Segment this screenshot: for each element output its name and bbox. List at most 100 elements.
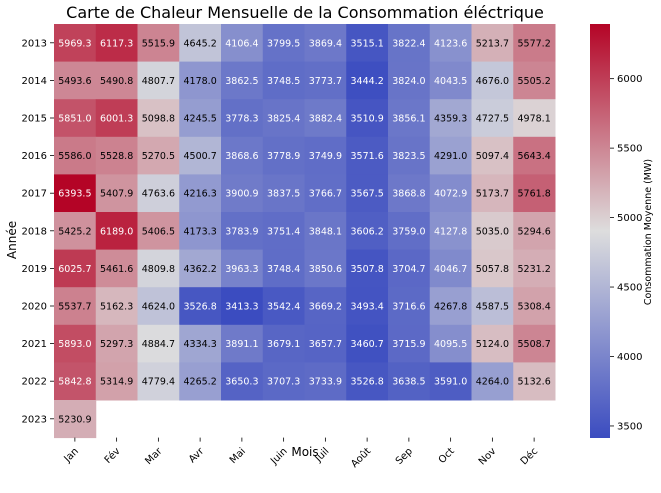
heatmap-cell (262, 61, 305, 100)
heatmap-cell (179, 174, 222, 213)
heatmap-cell (304, 61, 347, 100)
cell-value-label: 5132.6 (518, 377, 551, 388)
heatmap-cell (346, 174, 389, 213)
heatmap-cell (95, 362, 138, 401)
heatmap-cell (388, 136, 431, 175)
heatmap-cell (179, 212, 222, 251)
cell-value-label: 5842.8 (58, 377, 91, 388)
cell-value-label: 5294.6 (518, 226, 551, 237)
y-tick-label: 2022 (22, 377, 47, 388)
heatmap-cell (54, 362, 97, 401)
cell-value-label: 4807.7 (142, 76, 175, 87)
cell-value-label: 4173.3 (184, 226, 217, 237)
y-tick-label: 2014 (22, 76, 47, 87)
cell-value-label: 5643.4 (518, 151, 551, 162)
cell-value-label: 3850.6 (309, 264, 342, 275)
cell-value-label: 5407.9 (100, 189, 133, 200)
cell-value-label: 3510.9 (351, 114, 384, 125)
cell-value-label: 4095.5 (434, 339, 467, 350)
cell-value-label: 4123.6 (434, 38, 467, 49)
cell-value-label: 5490.8 (100, 76, 133, 87)
cell-value-label: 3824.0 (392, 76, 425, 87)
heatmap-cell (221, 24, 264, 63)
heatmap-cell (429, 136, 472, 175)
x-tick-label: Nov (477, 446, 499, 468)
heatmap-cell (388, 212, 431, 251)
heatmap-cell (513, 287, 556, 326)
y-tick-label: 2018 (22, 226, 47, 237)
colorbar-tick-label: 5500 (617, 144, 642, 155)
heatmap-cell (304, 212, 347, 251)
cell-value-label: 3591.0 (434, 377, 467, 388)
cell-value-label: 3778.3 (225, 114, 258, 125)
heatmap-cell (262, 362, 305, 401)
cell-value-label: 3515.1 (351, 38, 384, 49)
heatmap-cell (388, 249, 431, 288)
heatmap-cell (388, 24, 431, 63)
heatmap-cell (429, 287, 472, 326)
heatmap-cell (137, 24, 180, 63)
heatmap-cell (513, 362, 556, 401)
heatmap-cell (221, 287, 264, 326)
cell-value-label: 3778.9 (267, 151, 300, 162)
colorbar-tick-label: 4000 (617, 352, 642, 363)
cell-value-label: 5173.7 (476, 189, 509, 200)
cell-value-label: 4245.5 (184, 114, 217, 125)
y-tick-label: 2017 (22, 189, 47, 200)
heatmap-cell (471, 174, 514, 213)
cell-value-label: 3707.3 (267, 377, 300, 388)
cell-value-label: 4500.7 (184, 151, 217, 162)
heatmap-cell (346, 136, 389, 175)
cell-value-label: 4624.0 (142, 302, 175, 313)
cell-value-label: 5505.2 (518, 76, 551, 87)
x-axis-label: Mois (291, 445, 318, 459)
heatmap-cell (221, 136, 264, 175)
heatmap-cell (513, 324, 556, 363)
cell-value-label: 3679.1 (267, 339, 300, 350)
cell-value-label: 5528.8 (100, 151, 133, 162)
heatmap-cell (304, 99, 347, 138)
y-tick-label: 2021 (22, 339, 47, 350)
cell-value-label: 3868.6 (225, 151, 258, 162)
cell-value-label: 5097.4 (476, 151, 509, 162)
heatmap-cell (471, 287, 514, 326)
heatmap-cell (471, 324, 514, 363)
cell-value-label: 3657.7 (309, 339, 342, 350)
cell-value-label: 3862.5 (225, 76, 258, 87)
heatmap-cell (471, 249, 514, 288)
colorbar-tick-label: 3500 (617, 421, 642, 432)
cell-value-label: 5586.0 (58, 151, 91, 162)
cell-value-label: 5098.8 (142, 114, 175, 125)
heatmap-cell (221, 174, 264, 213)
heatmap-cell (346, 212, 389, 251)
heatmap-cell (471, 61, 514, 100)
heatmap-cell (304, 136, 347, 175)
cell-value-label: 3493.4 (351, 302, 384, 313)
x-tick-label: Déc (518, 445, 540, 467)
heatmap-cell (429, 324, 472, 363)
cell-value-label: 4046.7 (434, 264, 467, 275)
cell-value-label: 3900.9 (225, 189, 258, 200)
heatmap-cell (54, 99, 97, 138)
heatmap-cell (346, 324, 389, 363)
heatmap-cell (471, 136, 514, 175)
cell-value-label: 3650.3 (225, 377, 258, 388)
heatmap-cell (513, 212, 556, 251)
cell-value-label: 5162.3 (100, 302, 133, 313)
cell-value-label: 6001.3 (100, 114, 133, 125)
heatmap-cell (54, 174, 97, 213)
x-tick-label: Oct (437, 446, 457, 466)
heatmap-cell (429, 249, 472, 288)
cell-value-label: 4216.3 (184, 189, 217, 200)
cell-value-label: 3825.4 (267, 114, 300, 125)
heatmap-cell (221, 249, 264, 288)
cell-value-label: 4334.3 (184, 339, 217, 350)
heatmap-cell (54, 61, 97, 100)
heatmap-cell (137, 287, 180, 326)
x-tick-label: Juin (268, 446, 290, 468)
heatmap-cell (513, 249, 556, 288)
heatmap-cell (262, 174, 305, 213)
heatmap-cell (221, 324, 264, 363)
heatmap-cell (513, 24, 556, 63)
heatmap-cell (179, 24, 222, 63)
